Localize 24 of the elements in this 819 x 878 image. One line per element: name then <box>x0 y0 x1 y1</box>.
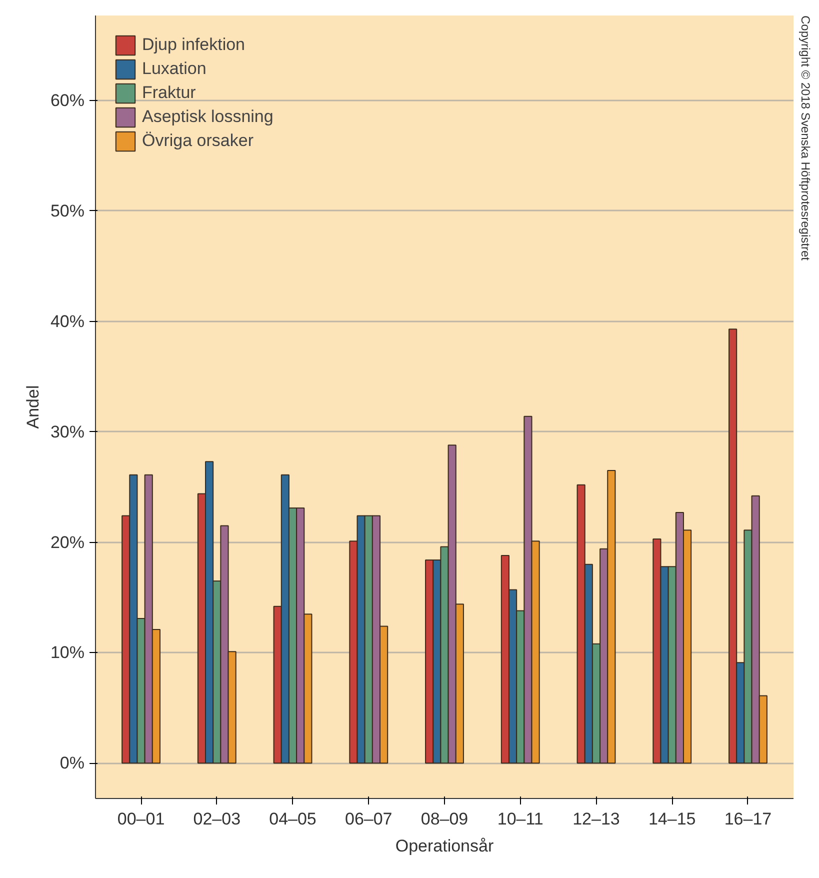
x-tick-label: 06–07 <box>344 810 392 828</box>
x-tick-label: 08–09 <box>420 810 468 828</box>
y-tick-label: 30% <box>50 422 85 442</box>
x-tick-label: 00–01 <box>117 810 165 828</box>
y-tick-label: 20% <box>50 532 85 552</box>
legend-label: Fraktur <box>142 83 196 103</box>
y-tick-label: 0% <box>60 754 85 773</box>
x-tick-label: 12–13 <box>572 810 620 828</box>
y-axis-title: Andel <box>23 385 42 429</box>
legend-label: Övriga orsaker <box>142 131 254 151</box>
text: Copyright © 2018 Svenska Höftprotesregistret <box>798 16 812 262</box>
y-tick-label: 40% <box>50 312 85 331</box>
x-tick-label: 16–17 <box>724 810 772 828</box>
x-tick-label: 10–11 <box>497 810 544 828</box>
x-tick-label: 14–15 <box>648 810 696 828</box>
legend-label: Djup infektion <box>142 35 246 55</box>
y-tick-label: 50% <box>50 201 85 220</box>
y-tick-label: 60% <box>50 91 85 110</box>
x-tick-label: 02–03 <box>193 810 241 828</box>
legend-label: Luxation <box>142 59 206 79</box>
x-tick-label: 04–05 <box>269 810 316 828</box>
y-tick-label: 10% <box>50 643 85 662</box>
x-axis-title: Operationsår <box>395 836 494 856</box>
legend-label: Aseptisk lossning <box>142 107 274 127</box>
